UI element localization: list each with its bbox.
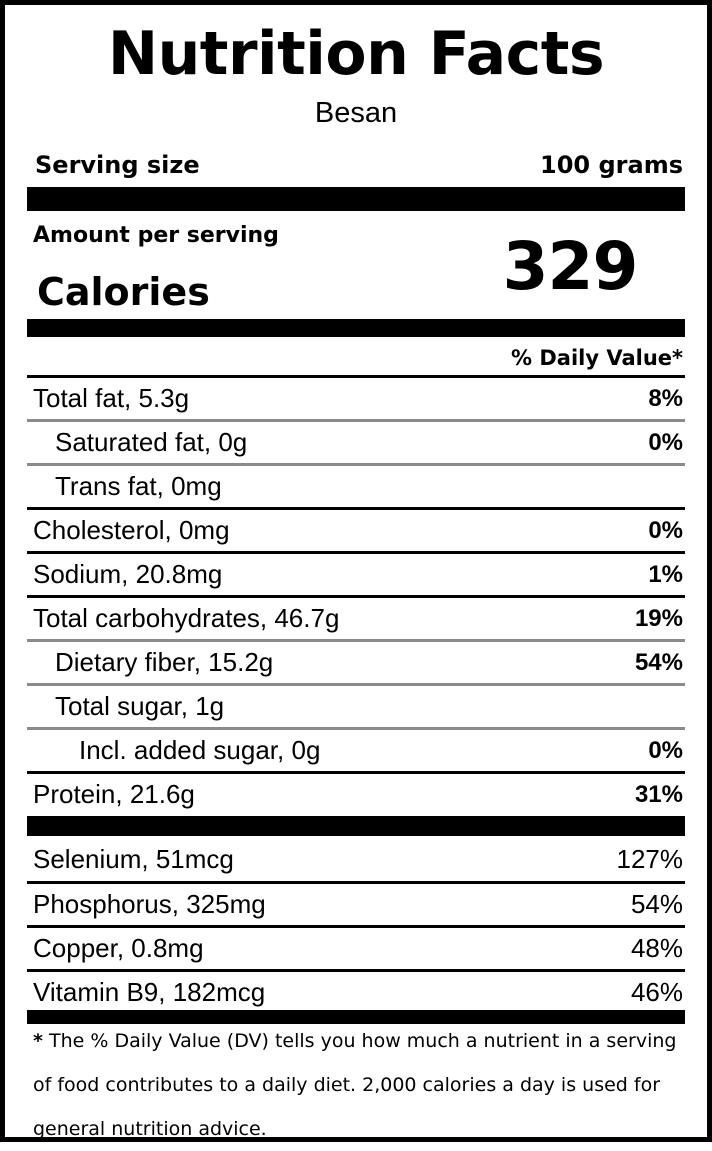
nutrient-name: Saturated fat, 0g: [55, 427, 248, 457]
vitamin-daily-value: 127%: [616, 843, 684, 874]
footnote-divider: [27, 1010, 685, 1024]
nutrient-daily-value: 19%: [634, 604, 683, 632]
nutrient-row-sodium: Sodium, 20.8mg 1%: [27, 551, 685, 595]
nutrient-name: Cholesterol, 0mg: [33, 515, 230, 545]
daily-value-footnote: * The % Daily Value (DV) tells you how m…: [33, 1019, 677, 1151]
nutrient-name: Protein, 21.6g: [33, 779, 195, 809]
nutrient-name: Total fat, 5.3g: [33, 383, 190, 413]
nutrient-daily-value: 0%: [648, 736, 683, 764]
nutrient-row-saturated-fat: Saturated fat, 0g 0%: [27, 419, 685, 463]
calories-label: Calories: [37, 270, 210, 314]
calories-value: 329: [502, 228, 639, 305]
amount-per-serving-label: Amount per serving: [33, 223, 279, 248]
vitamin-mineral-list: Selenium, 51mcg 127% Phosphorus, 325mg 5…: [27, 837, 685, 1013]
serving-size-label: Serving size: [35, 151, 200, 179]
nutrient-name: Dietary fiber, 15.2g: [55, 647, 274, 677]
label-title: Nutrition Facts: [107, 19, 605, 89]
nutrient-daily-value: 54%: [634, 648, 683, 676]
nutrient-name: Total sugar, 1g: [55, 691, 225, 721]
nutrient-name: Sodium, 20.8mg: [33, 559, 223, 589]
nutrient-row-total-fat: Total fat, 5.3g 8%: [27, 375, 685, 419]
footnote-text: The % Daily Value (DV) tells you how muc…: [33, 1030, 677, 1140]
nutrient-name: Trans fat, 0mg: [55, 471, 222, 501]
nutrient-row-cholesterol: Cholesterol, 0mg 0%: [27, 507, 685, 551]
nutrient-list: Total fat, 5.3g 8% Saturated fat, 0g 0% …: [27, 375, 685, 815]
thick-divider: [27, 187, 685, 211]
nutrient-name: Total carbohydrates, 46.7g: [33, 603, 340, 633]
vitamins-divider: [27, 816, 685, 836]
vitamin-row-copper: Copper, 0.8mg 48%: [27, 925, 685, 969]
nutrient-row-total-carbohydrates: Total carbohydrates, 46.7g 19%: [27, 595, 685, 639]
nutrient-row-added-sugar: Incl. added sugar, 0g 0%: [27, 727, 685, 771]
vitamin-daily-value: 54%: [630, 889, 683, 919]
nutrient-row-dietary-fiber: Dietary fiber, 15.2g 54%: [27, 639, 685, 683]
nutrient-name: Incl. added sugar, 0g: [79, 735, 321, 765]
daily-value-header: % Daily Value*: [511, 346, 683, 370]
vitamin-daily-value: 46%: [630, 977, 683, 1007]
nutrient-row-total-sugar: Total sugar, 1g: [27, 683, 685, 727]
nutrient-daily-value: 0%: [648, 428, 683, 456]
vitamin-row-phosphorus: Phosphorus, 325mg 54%: [27, 881, 685, 925]
vitamin-name: Vitamin B9, 182mcg: [33, 977, 266, 1007]
vitamin-daily-value: 48%: [630, 933, 683, 963]
nutrient-row-trans-fat: Trans fat, 0mg: [27, 463, 685, 507]
nutrient-daily-value: 8%: [648, 384, 683, 412]
nutrient-daily-value: 0%: [648, 516, 683, 544]
nutrient-daily-value: 31%: [634, 780, 683, 808]
nutrient-row-protein: Protein, 21.6g 31%: [27, 771, 685, 815]
vitamin-name: Phosphorus, 325mg: [33, 889, 266, 919]
nutrient-daily-value: 1%: [648, 560, 683, 588]
vitamin-name: Selenium, 51mcg: [33, 843, 234, 874]
food-name: Besan: [314, 97, 398, 129]
serving-size-value: 100 grams: [540, 151, 683, 179]
vitamin-name: Copper, 0.8mg: [33, 933, 204, 963]
footnote-asterisk: *: [33, 1030, 43, 1052]
vitamin-row-selenium: Selenium, 51mcg 127%: [27, 837, 685, 881]
medium-divider: [27, 319, 685, 337]
vitamin-row-vitamin-b9: Vitamin B9, 182mcg 46%: [27, 969, 685, 1013]
